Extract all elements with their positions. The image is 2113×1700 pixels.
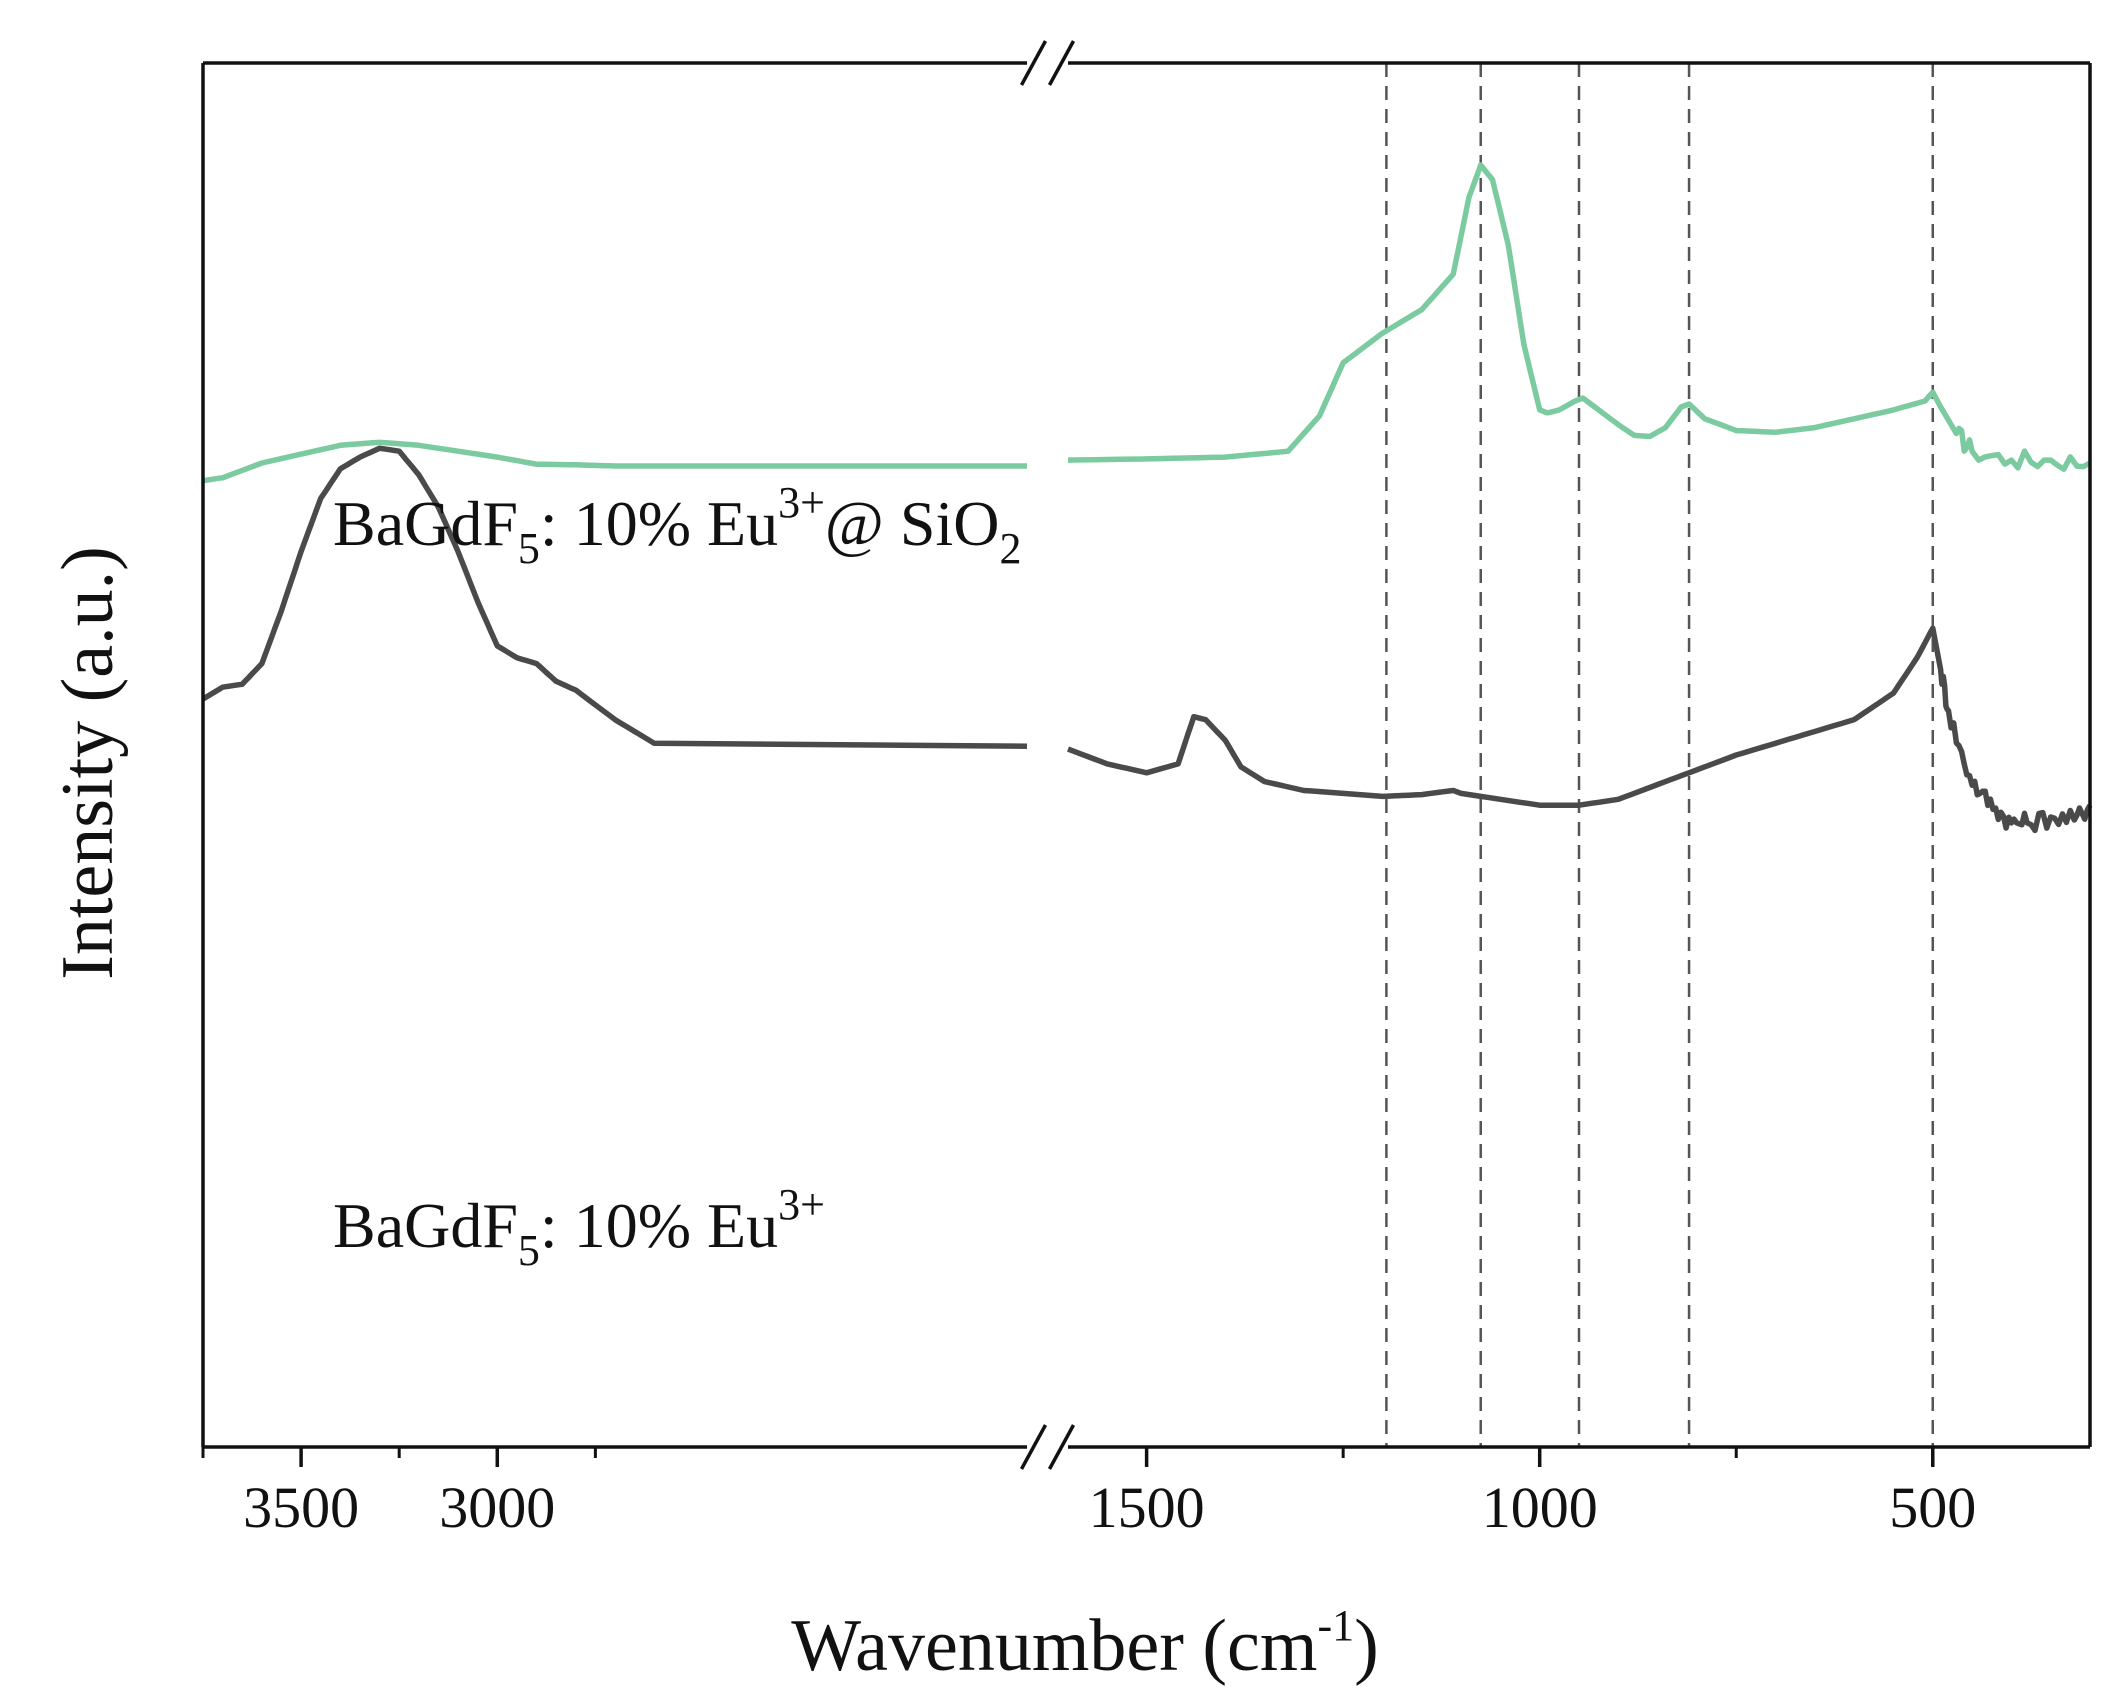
axes-layer: 3500 3000 1500 1000 500 xyxy=(201,40,2092,1540)
y-axis-title: Intensity (a.u.) xyxy=(47,546,129,980)
x-tick-label: 3000 xyxy=(439,1475,555,1540)
reference-lines xyxy=(1385,63,1935,1447)
series-line-uncoated xyxy=(1067,625,2093,834)
x-tick-label: 1500 xyxy=(1089,1475,1205,1540)
axis-break-mark xyxy=(1047,1424,1076,1470)
x-axis-title: Wavenumber (cm-1) xyxy=(791,1601,1379,1687)
x-axis-title-sup: -1 xyxy=(1317,1601,1354,1650)
axis-break-mark xyxy=(1047,40,1076,86)
axis-break-mark xyxy=(1019,40,1048,86)
x-tick-label: 3500 xyxy=(243,1475,359,1540)
x-tick-label: 500 xyxy=(1889,1475,1976,1540)
series-label-uncoated: BaGdF5: 10% Eu3+ xyxy=(333,1180,825,1275)
series-layer xyxy=(201,162,2093,834)
series-line-coated xyxy=(1067,162,2092,472)
axis-break-mark xyxy=(1019,1424,1048,1470)
series-line-coated xyxy=(202,439,1027,484)
x-tick-label: 1000 xyxy=(1482,1475,1598,1540)
series-line-uncoated xyxy=(201,445,1028,749)
series-label-coated: BaGdF5: 10% Eu3+@ SiO2 xyxy=(333,478,1021,573)
